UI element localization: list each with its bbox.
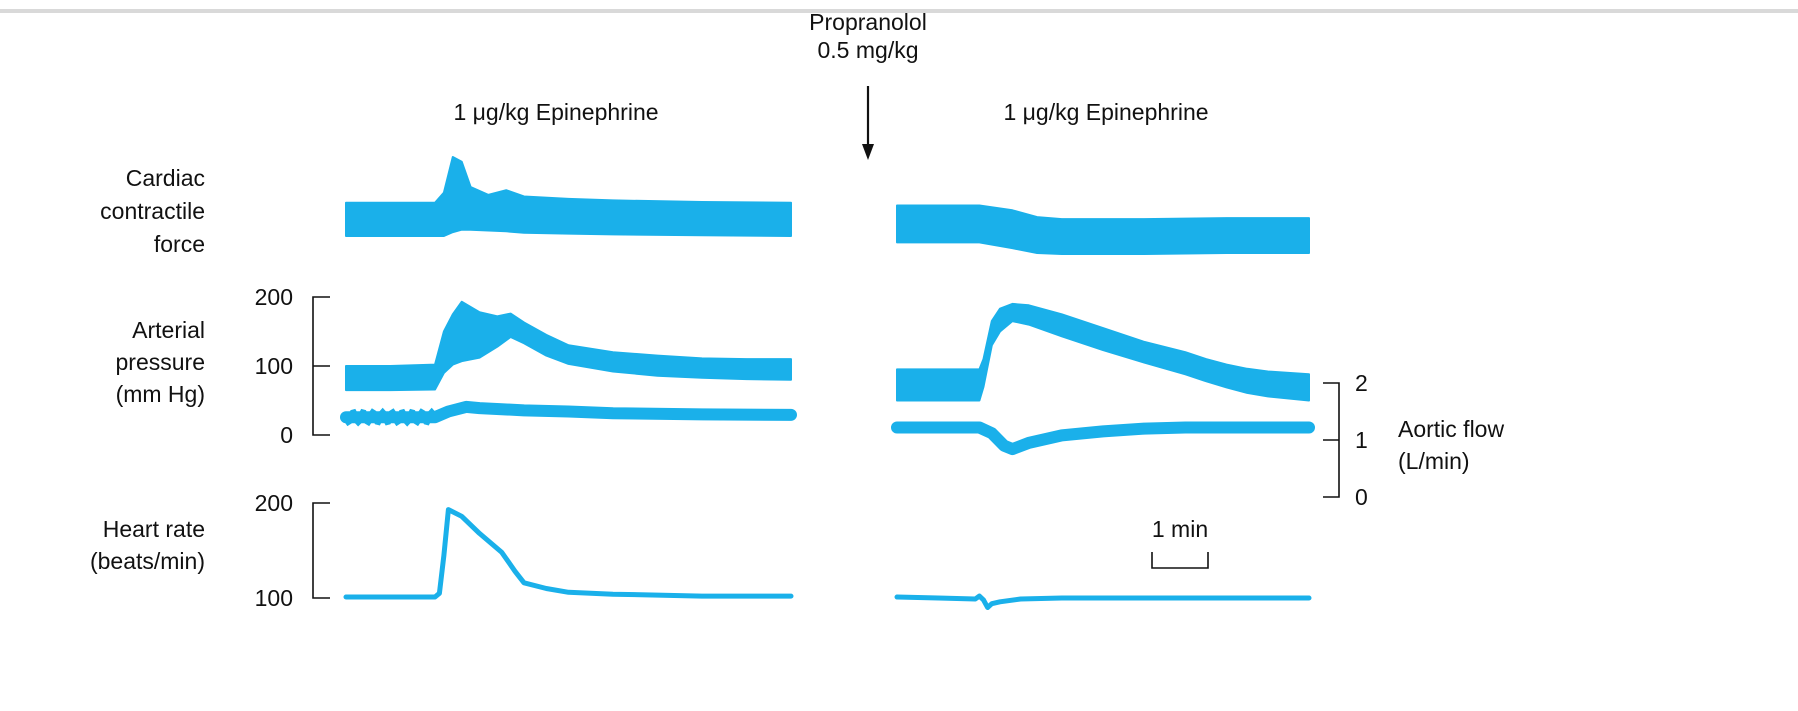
propranolol-label-line1: Propranolol [809, 9, 927, 35]
heart-rate-trace-after-propranolol [894, 593, 1312, 610]
aortic-flow-trace-after-propranolol [891, 421, 1315, 456]
epinephrine-label-left: 1 μg/kg Epinephrine [453, 99, 658, 125]
pressure-label-line1: Arterial [132, 317, 205, 343]
pressure-tick-100: 100 [255, 353, 293, 379]
cardiac-contractile-force-trace-before-propranolol [345, 156, 792, 237]
cardiac-label-line1: Cardiac [126, 165, 205, 191]
aortic-flow-label-line1: Aortic flow [1398, 416, 1504, 442]
arterial-pressure-trace-after-propranolol [896, 302, 1310, 402]
propranolol-arrow [862, 86, 874, 160]
pressure-label-line2: pressure [116, 349, 205, 375]
heart-rate-trace-before-propranolol [343, 507, 794, 600]
time-scale-label: 1 min [1152, 516, 1208, 542]
arterial-pressure-trace-before-propranolol [345, 300, 792, 392]
heart-rate-label-line1: Heart rate [103, 516, 205, 542]
propranolol-label-line2: 0.5 mg/kg [818, 37, 919, 63]
aortic-flow-ripple-before-propranolol [343, 407, 438, 427]
pressure-tick-200: 200 [255, 284, 293, 310]
heart-rate-tick-100: 100 [255, 585, 293, 611]
cardiac-label-line2: contractile [100, 198, 205, 224]
pressure-scale-bar [312, 296, 330, 436]
aortic-flow-tick-1: 1 [1355, 427, 1368, 453]
cardiac-label-line3: force [154, 231, 205, 257]
aortic-flow-label-line2: (L/min) [1398, 448, 1470, 474]
cardiac-contractile-force-trace-after-propranolol [896, 204, 1310, 255]
aortic-flow-tick-0: 0 [1355, 484, 1368, 510]
chart-traces [340, 156, 1315, 610]
pressure-tick-0: 0 [280, 422, 293, 448]
aortic-flow-scale-bar [1323, 382, 1340, 498]
time-scale-bar [1151, 552, 1209, 569]
heart-rate-label-line2: (beats/min) [90, 548, 205, 574]
top-divider [0, 9, 1798, 13]
epinephrine-label-right: 1 μg/kg Epinephrine [1003, 99, 1208, 125]
heart-rate-scale-bar [312, 502, 330, 599]
aortic-flow-tick-2: 2 [1355, 370, 1368, 396]
heart-rate-tick-200: 200 [255, 490, 293, 516]
pressure-label-line3: (mm Hg) [116, 381, 205, 407]
